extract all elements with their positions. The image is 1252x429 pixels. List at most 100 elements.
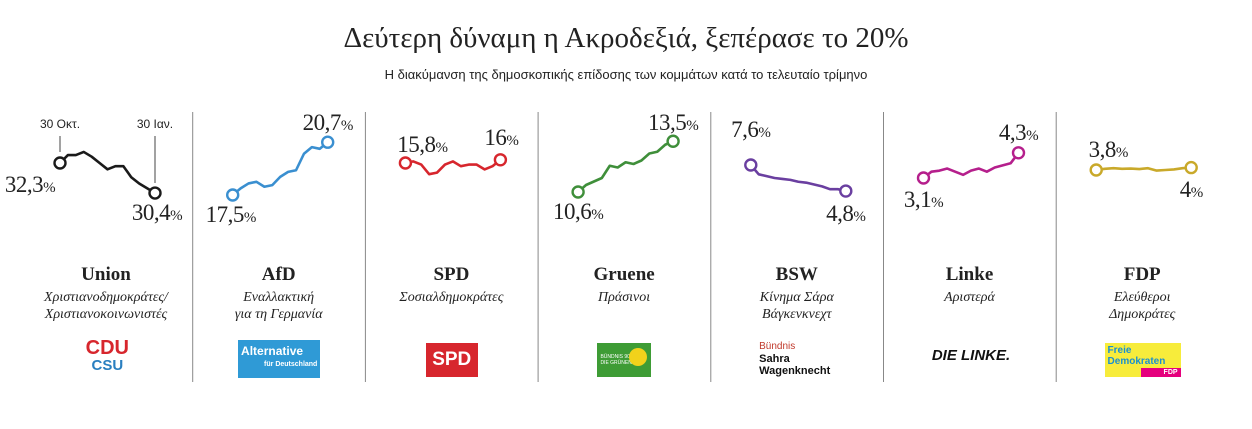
end-label-value: 13,5% — [647, 110, 699, 136]
logo-text: CSU — [91, 357, 124, 374]
percent-unit: % — [931, 195, 944, 211]
party-description: Εναλλακτική για τη Γερμανία — [234, 290, 323, 322]
party-name: BSW — [775, 264, 818, 285]
start-label-value: 10,6% — [552, 199, 604, 225]
party-name: Gruene — [593, 264, 655, 285]
end-point-marker — [1184, 160, 1198, 175]
percent-unit: % — [758, 125, 771, 141]
percent-unit: % — [853, 209, 866, 226]
series-line-gruene — [577, 140, 674, 193]
start-label-value: 3,8% — [1088, 137, 1129, 163]
party-description: Σοσιαλδημοκράτες — [399, 290, 504, 305]
value-number: 10,6 — [552, 199, 592, 224]
end-point-marker — [493, 153, 508, 167]
end-label-value: 16% — [484, 124, 519, 151]
value-number: 32,3 — [4, 172, 44, 197]
value-number: 4,8 — [826, 201, 854, 227]
party-description: Πράσινοι — [598, 290, 651, 305]
logo-text: für Deutschland — [264, 361, 318, 368]
party-logo-spd: SPD — [425, 343, 478, 377]
value-number: 30,4 — [131, 200, 171, 226]
series-line-afd — [231, 141, 329, 196]
value-number: 4 — [1179, 176, 1192, 202]
party-name: AfD — [261, 264, 296, 285]
start-point-marker — [1089, 163, 1103, 177]
end-label-value: 30,4% — [131, 200, 183, 226]
end-point-marker — [1011, 146, 1026, 160]
value-number: 13,5 — [647, 110, 687, 136]
chart-title: Δεύτερη δύναμη η Ακροδεξιά, ξεπέρασε το … — [343, 22, 909, 54]
percent-unit: % — [170, 208, 183, 225]
logo-text: SPD — [432, 349, 472, 370]
value-number: 17,5 — [205, 202, 245, 227]
value-number: 16 — [484, 124, 507, 150]
start-label-value: 32,3% — [4, 172, 56, 198]
party-name: Linke — [945, 264, 994, 285]
percent-unit: % — [1190, 184, 1204, 201]
value-number: 3,1 — [903, 187, 932, 212]
party-name: Union — [81, 264, 131, 285]
series-line-bsw — [749, 164, 847, 193]
logo-text: Demokraten — [1107, 356, 1166, 367]
percent-unit: % — [1026, 127, 1039, 144]
percent-unit: % — [435, 140, 449, 156]
party-description: Αριστερά — [944, 290, 995, 305]
party-name: FDP — [1123, 264, 1161, 285]
end-label-value: 4,3% — [998, 119, 1039, 146]
sunflower-icon — [629, 348, 648, 366]
value-number: 15,8 — [397, 132, 436, 157]
start-point-marker — [916, 171, 931, 185]
end-point-marker — [148, 186, 162, 200]
logo-text: DIE GRÜNEN — [600, 360, 632, 366]
end-label-value: 4% — [1179, 176, 1204, 203]
value-number: 7,6 — [731, 117, 759, 142]
logo-text: Wagenknecht — [759, 365, 831, 377]
series-line-spd — [405, 158, 502, 176]
percent-unit: % — [1115, 145, 1129, 161]
x-start-date-label: 30 Οκτ. — [39, 117, 81, 131]
party-logo-fdp: Freie Demokraten FDP — [1104, 343, 1181, 377]
start-point-marker — [571, 185, 585, 199]
start-label-value: 17,5% — [205, 202, 257, 228]
start-point-marker — [53, 156, 67, 170]
series-line-linke — [922, 152, 1020, 180]
value-number: 4,3 — [998, 119, 1027, 145]
party-description: Ελεύθεροι Δημοκράτες — [1109, 290, 1176, 322]
party-name: SPD — [433, 264, 470, 285]
party-logo-gruene: BÜNDNIS 90 DIE GRÜNEN — [597, 343, 652, 377]
x-end-date-label: 30 Ιαν. — [136, 117, 174, 131]
series-line-fdp — [1096, 166, 1192, 172]
chart-subtitle: Η διακύμανση της δημοσκοπικής επίδοσης τ… — [384, 67, 868, 82]
start-point-marker — [744, 158, 758, 172]
logo-text: CDU — [85, 337, 130, 359]
logo-text: Freie — [1107, 345, 1132, 356]
value-number: 20,7 — [302, 110, 342, 136]
end-label-value: 20,7% — [302, 110, 354, 136]
start-point-marker — [225, 188, 240, 202]
percent-unit: % — [506, 132, 519, 149]
percent-unit: % — [43, 180, 56, 196]
percent-unit: % — [591, 207, 604, 223]
logo-text: Alternative — [241, 344, 304, 358]
value-number: 3,8 — [1088, 137, 1117, 162]
end-point-marker — [321, 135, 335, 149]
percent-unit: % — [243, 210, 257, 226]
party-logo-afd: Alternative für Deutschland — [238, 340, 321, 378]
party-logo-linke: DIE LINKE. — [932, 347, 1010, 364]
logo-text: DIE LINKE. — [931, 347, 1011, 364]
party-description: Κίνημα Σάρα Βάγκενκνεχτ — [759, 290, 834, 322]
party-logo-union: CDU CSU — [79, 337, 135, 374]
percent-unit: % — [686, 118, 699, 135]
percent-unit: % — [340, 118, 354, 135]
logo-text: FDP — [1140, 368, 1181, 377]
start-point-marker — [398, 156, 413, 170]
start-label-value: 3,1% — [903, 187, 944, 213]
series-line-union — [59, 150, 156, 195]
party-logo-bsw: Bündnis Sahra Wagenknecht — [759, 341, 830, 377]
logo-text: Sahra — [759, 353, 790, 365]
start-label-value: 7,6% — [731, 117, 771, 143]
logo-text: BÜNDNIS 90 — [600, 354, 630, 360]
party-description: Χριστιανοδημοκράτες/ Χριστιανοκοινωνιστέ… — [44, 290, 168, 322]
